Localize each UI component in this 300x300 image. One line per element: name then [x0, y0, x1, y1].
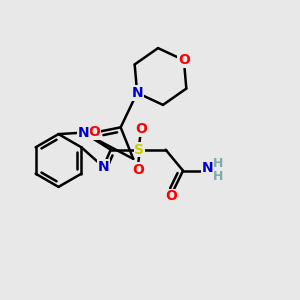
Text: N: N	[98, 160, 109, 174]
Text: O: O	[135, 122, 147, 136]
Text: N: N	[78, 126, 89, 140]
Text: H: H	[213, 169, 223, 183]
Text: O: O	[132, 163, 144, 177]
Text: O: O	[166, 190, 178, 203]
Text: N: N	[131, 86, 143, 100]
Text: O: O	[178, 53, 190, 67]
Text: H: H	[213, 157, 223, 170]
Text: S: S	[134, 143, 144, 157]
Text: O: O	[88, 125, 101, 139]
Text: N: N	[202, 161, 214, 175]
